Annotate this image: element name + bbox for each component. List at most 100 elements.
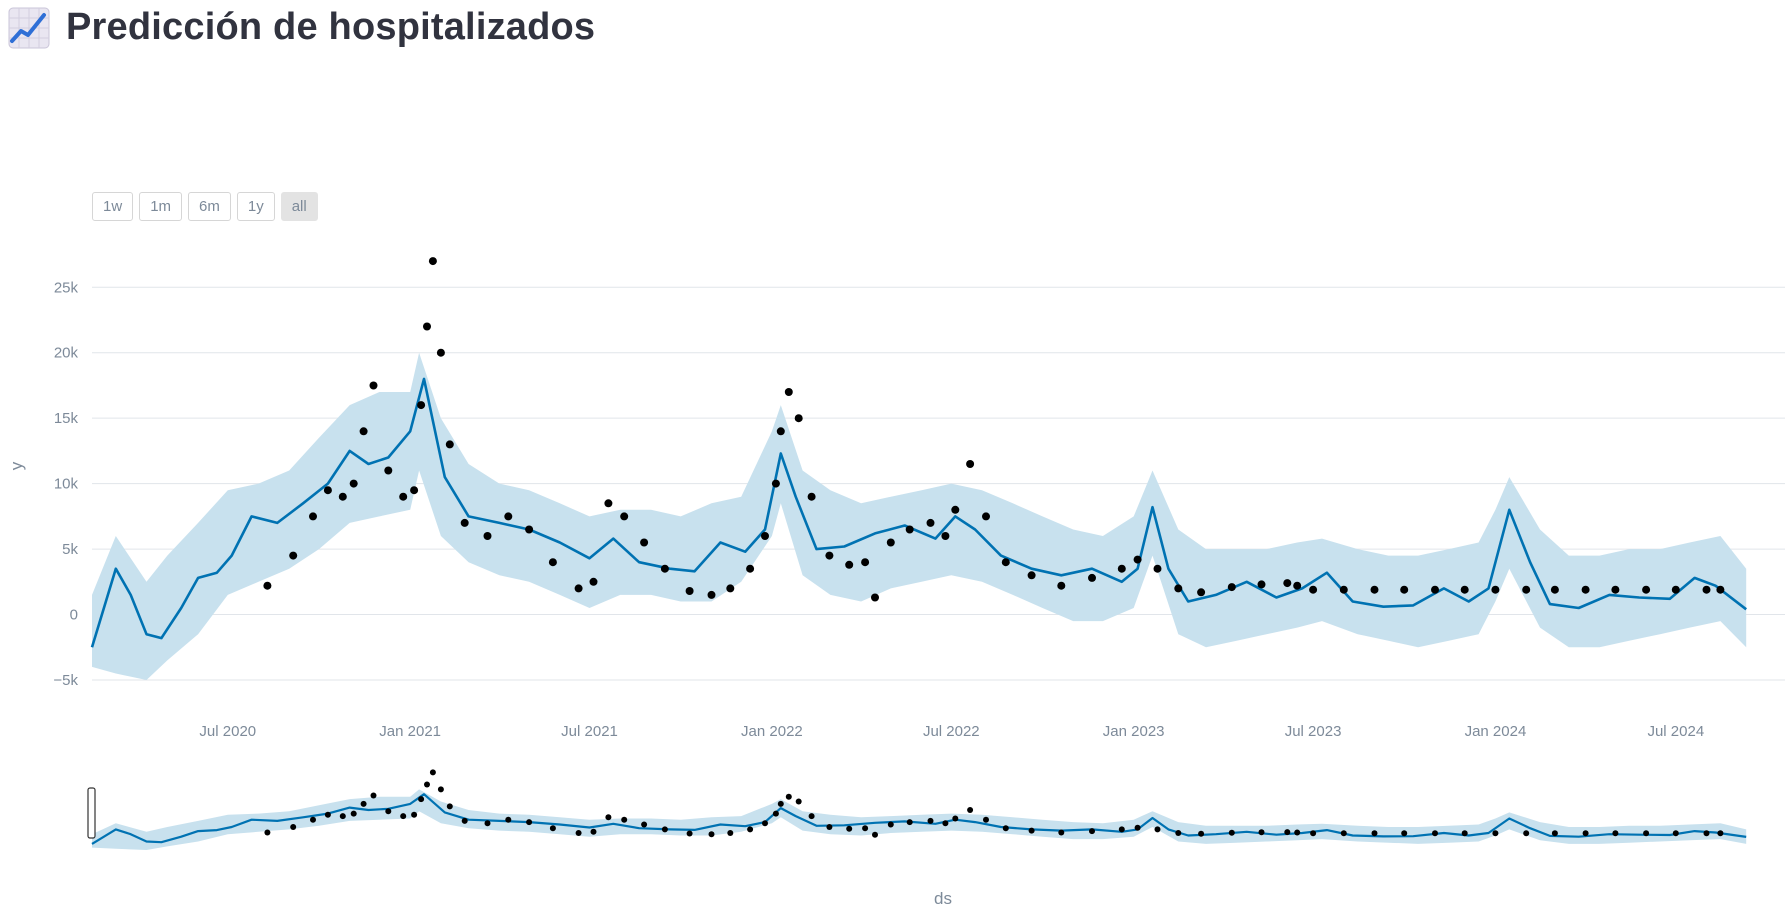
observed-point [1028, 827, 1035, 834]
observed-point [707, 590, 716, 599]
observed-point [548, 558, 557, 567]
uncertainty-band [92, 352, 1747, 680]
observed-point [1672, 830, 1679, 837]
observed-point [1717, 830, 1724, 837]
observed-point [1197, 588, 1206, 597]
observed-point [1703, 830, 1710, 837]
observed-point [590, 828, 597, 835]
observed-point [429, 769, 436, 776]
y-tick-label: −5k [53, 672, 78, 689]
observed-point [324, 811, 331, 818]
observed-point [411, 811, 418, 818]
range-button-1m[interactable]: 1m [139, 192, 183, 221]
observed-point [660, 564, 669, 573]
range-selector: 1w 1m 6m 1y all [92, 192, 324, 221]
observed-point [289, 551, 298, 560]
observed-point [1461, 830, 1468, 837]
observed-point [785, 793, 792, 800]
range-slider-handle[interactable] [87, 787, 96, 839]
observed-point [784, 388, 793, 396]
observed-point [410, 486, 419, 495]
observed-point [1058, 829, 1065, 836]
observed-point [1702, 585, 1711, 594]
observed-point [461, 817, 468, 824]
observed-point [484, 820, 491, 827]
observed-point [446, 803, 453, 810]
observed-point [641, 821, 648, 828]
observed-point [574, 584, 583, 593]
observed-point [771, 479, 780, 488]
observed-point [309, 512, 317, 521]
observed-point [887, 821, 894, 828]
observed-point [1154, 826, 1161, 833]
observed-point [808, 813, 815, 820]
y-tick-label: 15k [54, 410, 79, 427]
observed-point [1550, 585, 1559, 594]
observed-point [772, 810, 779, 817]
observed-point [983, 816, 989, 823]
range-button-1y[interactable]: 1y [236, 192, 275, 221]
range-button-all[interactable]: all [280, 192, 318, 221]
observed-point [483, 532, 492, 540]
main-plot-area[interactable] [90, 257, 1747, 680]
observed-point [1581, 585, 1590, 594]
observed-point [1174, 584, 1183, 593]
observed-point [1642, 585, 1651, 594]
observed-point [1431, 585, 1439, 594]
observed-point [1118, 826, 1125, 833]
observed-point [399, 492, 408, 501]
observed-point [747, 826, 754, 833]
observed-point [1257, 580, 1266, 589]
observed-point [1001, 558, 1010, 567]
x-tick-label: Jan 2021 [379, 723, 441, 740]
observed-point [886, 538, 895, 547]
observed-point [360, 800, 367, 807]
observed-point [951, 505, 960, 514]
observed-point [1492, 830, 1499, 837]
observed-point [359, 427, 368, 436]
observed-point [384, 466, 393, 475]
observed-point [640, 538, 649, 547]
observed-point [966, 460, 975, 468]
x-tick-label: Jul 2024 [1647, 723, 1704, 740]
observed-point [1370, 585, 1379, 594]
observed-point [263, 581, 272, 590]
observed-point [1371, 830, 1378, 837]
observed-point [621, 816, 628, 823]
observed-point [338, 492, 347, 501]
observed-point [685, 587, 694, 595]
observed-point [1198, 830, 1205, 837]
observed-point [1460, 585, 1469, 594]
observed-point [905, 525, 914, 534]
observed-point [504, 512, 513, 521]
observed-point [589, 577, 598, 586]
observed-point [1258, 829, 1265, 836]
observed-point [1153, 564, 1162, 573]
x-tick-label: Jan 2023 [1103, 723, 1165, 740]
observed-point [549, 825, 556, 832]
observed-point [1228, 829, 1235, 836]
observed-point [1227, 583, 1236, 592]
observed-point [967, 807, 974, 813]
observed-point [290, 824, 297, 830]
observed-point [1340, 830, 1347, 837]
observed-point [1294, 829, 1301, 836]
range-button-1w[interactable]: 1w [92, 192, 134, 221]
observed-point [871, 593, 879, 602]
x-tick-label: Jul 2020 [199, 723, 256, 740]
observed-point [726, 584, 735, 593]
y-tick-label: 10k [54, 476, 79, 493]
observed-point [525, 525, 534, 534]
uncertainty-band [92, 789, 1747, 850]
observed-point [1611, 585, 1620, 594]
observed-point [1339, 585, 1348, 594]
range-button-6m[interactable]: 6m [188, 192, 231, 221]
observed-point [795, 798, 802, 805]
observed-point [1522, 585, 1531, 594]
range-slider[interactable] [87, 762, 1785, 858]
observed-point [437, 786, 444, 793]
observed-point [1582, 830, 1589, 837]
x-axis-ticks: Jul 2020 Jan 2021 Jul 2021 Jan 2022 Jul 2022… [199, 723, 1704, 740]
observed-point [1002, 825, 1009, 832]
